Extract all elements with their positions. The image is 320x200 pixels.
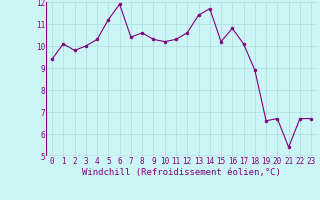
X-axis label: Windchill (Refroidissement éolien,°C): Windchill (Refroidissement éolien,°C) [82, 168, 281, 177]
